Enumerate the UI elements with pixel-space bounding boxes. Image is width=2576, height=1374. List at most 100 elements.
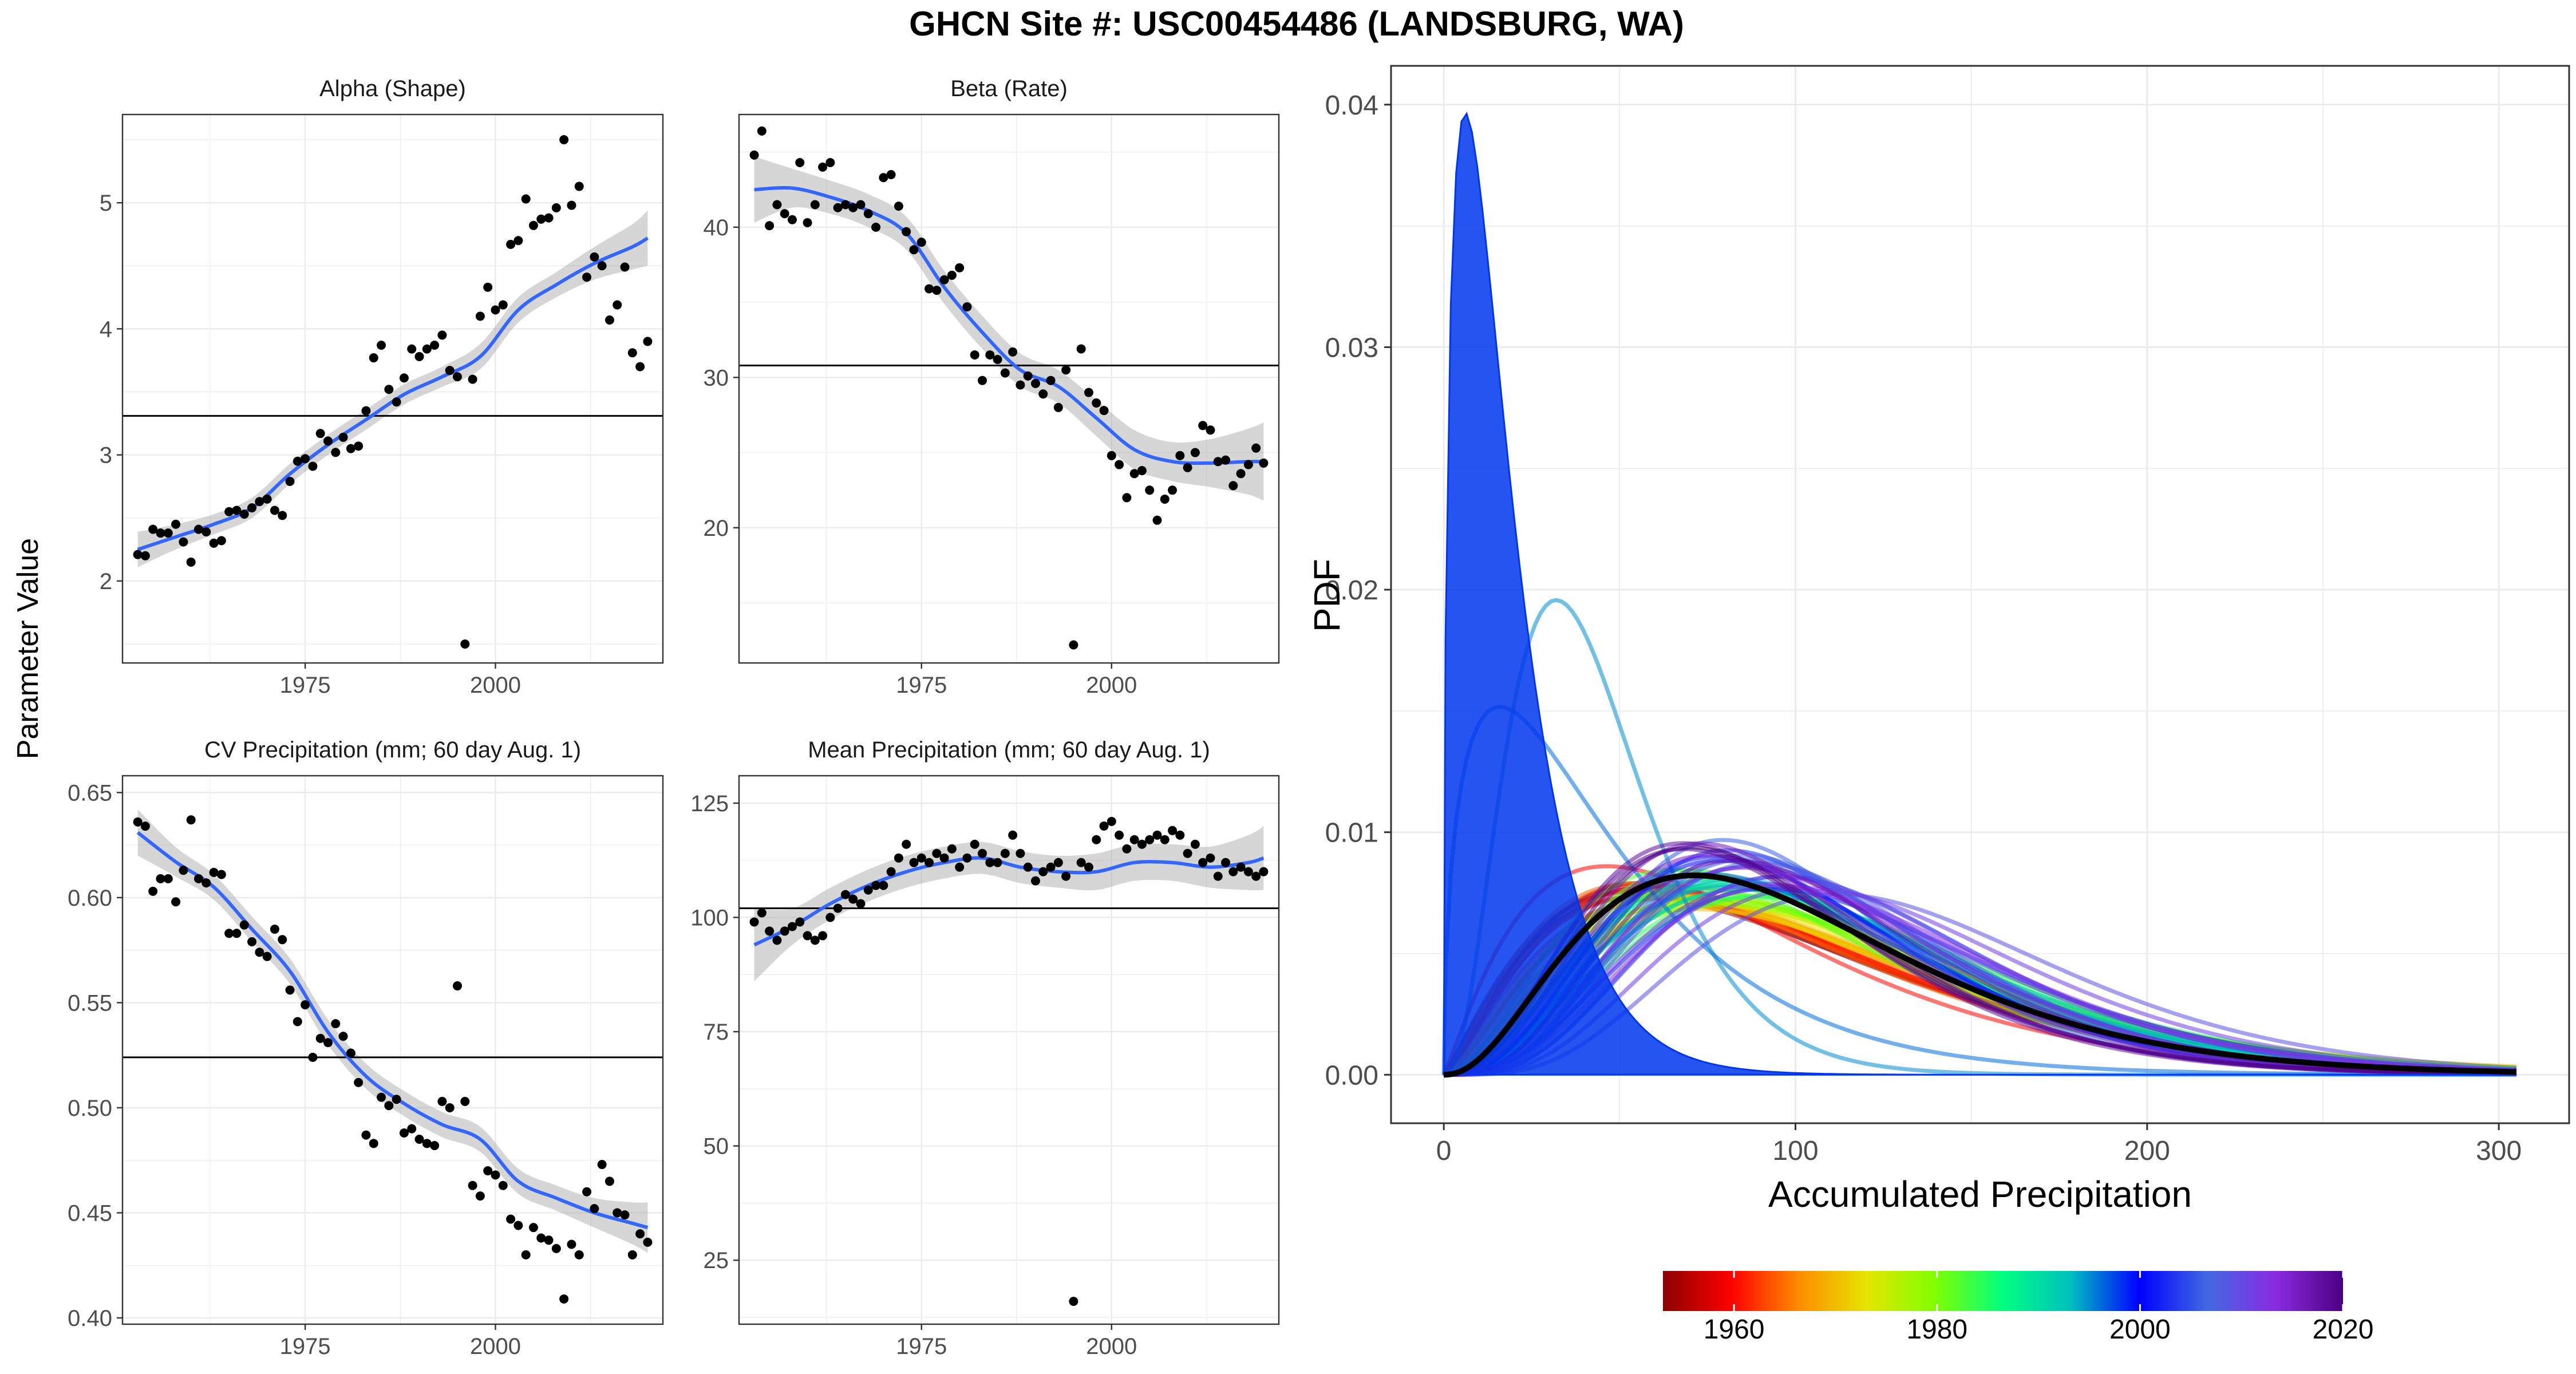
data-point (902, 839, 911, 849)
data-point (1099, 821, 1109, 831)
data-point (886, 867, 896, 876)
data-point (551, 203, 561, 212)
data-point (239, 510, 249, 519)
panel-1: Alpha (Shape) 2 3 4 5 1975 2000 (100, 76, 664, 698)
data-point (255, 947, 264, 957)
smooth-line (136, 831, 649, 1230)
data-point (369, 353, 378, 363)
smooth-line (753, 856, 1265, 947)
data-point (765, 221, 775, 231)
y-tick-label: 5 (100, 191, 112, 216)
data-point (468, 1180, 477, 1190)
data-point (140, 551, 150, 560)
data-point (970, 350, 979, 360)
data-point (567, 200, 576, 210)
data-point (323, 1038, 333, 1048)
overall-pdf-curve (1444, 872, 2517, 1078)
data-point (528, 1223, 538, 1233)
y-tick-label: 0.55 (68, 990, 112, 1016)
data-point (1122, 493, 1132, 503)
data-point (1160, 494, 1170, 504)
y-tick-label: 0.03 (1325, 333, 1378, 363)
data-point (1206, 853, 1215, 863)
figure-title: GHCN Site #: USC00454486 (LANDSBURG, WA) (909, 5, 1684, 43)
data-point (1107, 816, 1116, 826)
data-point (1152, 515, 1162, 525)
data-point (346, 1048, 355, 1058)
yearly-pdf-curve (1444, 886, 2517, 1077)
data-point (171, 897, 181, 907)
data-point (262, 951, 272, 961)
panel-grid (123, 776, 663, 1324)
outlier-pdf-curve (1443, 112, 2517, 1076)
data-point (453, 372, 463, 382)
data-point (1030, 876, 1040, 886)
data-point (894, 853, 903, 863)
data-point (1152, 830, 1162, 840)
data-point (179, 537, 188, 547)
data-point (559, 1294, 569, 1304)
panel-4: Mean Precipitation (mm; 60 day Aug. 1) 25… (690, 737, 1280, 1359)
data-point (247, 937, 257, 946)
y-tick-label: 0.00 (1325, 1060, 1378, 1091)
data-point (757, 126, 767, 136)
data-point (369, 1139, 378, 1148)
data-point (1008, 830, 1018, 840)
data-point (590, 252, 599, 262)
data-point (354, 441, 364, 451)
data-point (156, 528, 165, 538)
data-point (909, 858, 919, 867)
data-point (1175, 451, 1185, 460)
data-point (301, 1000, 310, 1010)
data-point (978, 848, 987, 858)
data-point (1160, 835, 1170, 844)
data-point (338, 1032, 348, 1041)
data-point (1137, 466, 1147, 476)
data-point (1175, 830, 1185, 840)
x-tick-label: 100 (1772, 1136, 1818, 1166)
data-point (856, 899, 866, 909)
data-point (840, 200, 850, 210)
data-point (772, 200, 782, 210)
x-tick-label: 1975 (280, 1334, 331, 1359)
data-point (574, 181, 584, 191)
data-point (1053, 402, 1063, 412)
data-point (475, 1191, 485, 1201)
data-point (574, 1250, 584, 1260)
data-point (224, 929, 234, 938)
data-point (202, 878, 211, 888)
data-point (1129, 835, 1139, 844)
data-point (156, 874, 165, 883)
data-point (1221, 858, 1231, 867)
data-point (924, 284, 934, 294)
data-point (613, 300, 622, 310)
data-point (163, 528, 173, 538)
data-point (765, 926, 775, 936)
data-point (787, 922, 797, 931)
data-point (193, 524, 203, 534)
y-tick-label: 20 (704, 516, 729, 541)
data-point (1145, 485, 1155, 495)
data-point (795, 157, 805, 167)
data-point (224, 507, 234, 516)
data-point (1099, 406, 1109, 416)
data-point (749, 917, 759, 927)
data-point (825, 157, 835, 167)
data-point (1198, 421, 1208, 431)
data-points (749, 816, 1269, 1306)
confidence-band (754, 826, 1264, 982)
data-point (1129, 469, 1139, 479)
data-point (193, 874, 203, 883)
data-point (262, 494, 272, 504)
data-point (803, 218, 812, 227)
data-point (780, 926, 789, 936)
data-point (818, 931, 828, 941)
data-point (1061, 871, 1071, 881)
data-point (392, 1095, 401, 1104)
panel-2: Beta (Rate) 20 30 40 1975 2000 (704, 76, 1280, 698)
data-point (1122, 844, 1132, 854)
pdf-panel: 0.00 0.01 0.02 0.03 0.04 0 100 200 300 Accumulate… (1306, 65, 2570, 1215)
data-point (605, 315, 614, 325)
data-point (856, 200, 866, 210)
